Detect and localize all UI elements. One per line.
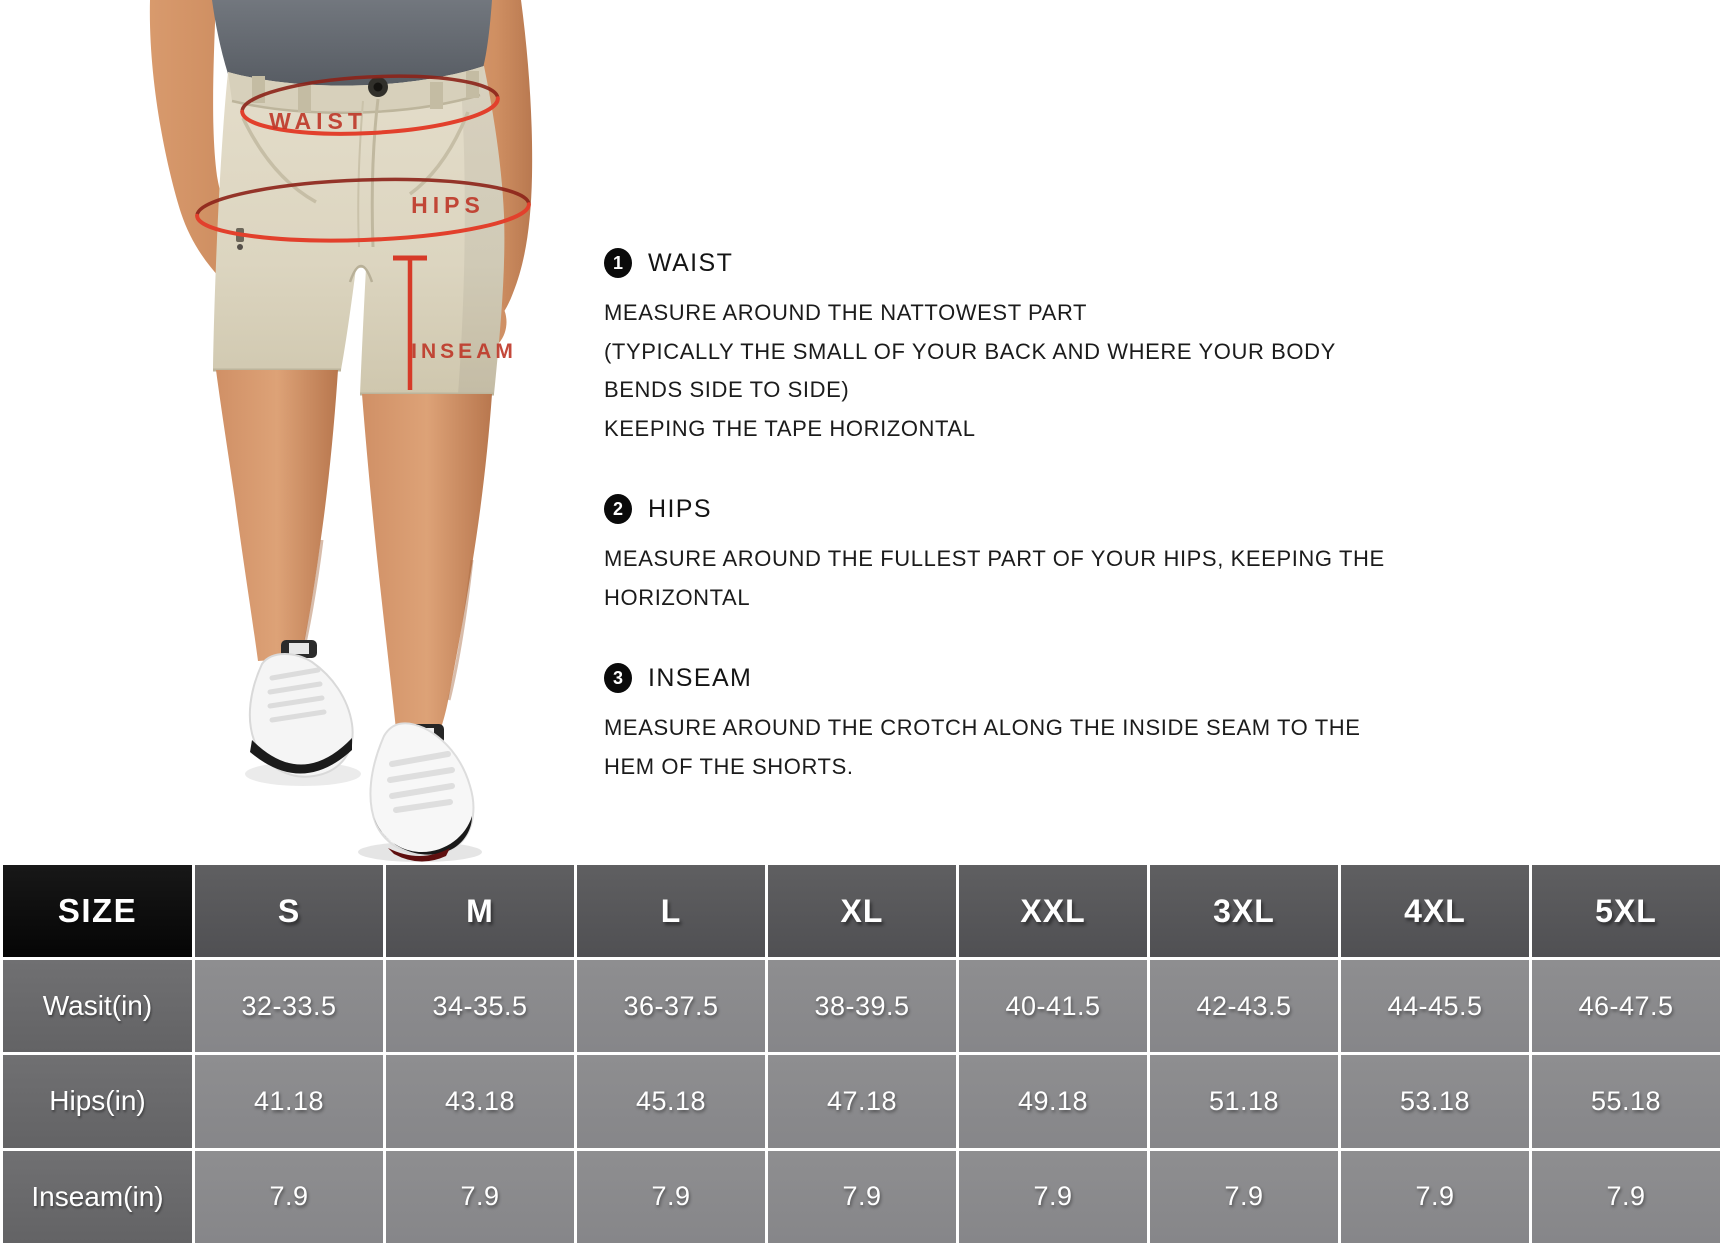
waist-value: 36-37.5 (577, 960, 765, 1053)
right-shoe-sole-red (388, 848, 450, 862)
right-pocket (408, 111, 470, 196)
belt-loop (430, 82, 443, 109)
inseam-value: 7.9 (959, 1150, 1147, 1243)
row-label-waist: Wasit(in) (3, 960, 192, 1053)
inseam-value: 7.9 (577, 1150, 765, 1243)
instruction-text: KEEPING THE TAPE HORIZONTAL (604, 415, 976, 441)
measuring-instructions: 1 WAIST MEASURE AROUND THE NATTOWEST PAR… (604, 248, 1394, 832)
inseam-value: 7.9 (1341, 1150, 1529, 1243)
instruction-text: MEASURE AROUND THE NATTOWEST PART (604, 300, 1088, 325)
instruction-title-hips: HIPS (648, 494, 712, 523)
fly-seam (370, 98, 380, 248)
hips-ellipse (195, 177, 531, 243)
table-header-4xl: 4XL (1341, 865, 1529, 957)
left-pocket (241, 117, 317, 204)
left-shoe-laces (267, 667, 327, 723)
waist-value: 46-47.5 (1532, 960, 1720, 1053)
inseam-value: 7.9 (1532, 1150, 1720, 1243)
step-2-badge: 2 (604, 494, 632, 524)
left-arm (149, 0, 277, 303)
instruction-text: HEM OF THE SHORTS. (604, 753, 854, 779)
waist-value: 34-35.5 (386, 960, 574, 1053)
inseam-annotation-label: INSEAM (411, 340, 517, 363)
row-label-inseam: Inseam(in) (3, 1150, 192, 1243)
left-shoe-label (289, 643, 309, 654)
inseam-value: 7.9 (1150, 1150, 1338, 1243)
instruction-title-waist: WAIST (648, 248, 734, 277)
inseam-value: 7.9 (768, 1150, 956, 1243)
hips-value: 45.18 (577, 1055, 765, 1148)
size-chart-table: SIZE S M L XL XXL 3XL 4XL 5XL Wasit(in) … (0, 862, 1723, 1246)
instruction-text: MEASURE AROUND THE CROTCH ALONG THE INSI… (604, 715, 1361, 740)
model-photo: WAIST HIPS INSEAM (149, 0, 533, 862)
step-1-badge: 1 (604, 248, 632, 278)
instruction-hips: 2 HIPS MEASURE AROUND THE FULLEST PART O… (604, 494, 1394, 617)
table-header-xxl: XXL (959, 865, 1147, 957)
left-leg (216, 370, 338, 661)
waist-annotation-label: WAIST (269, 108, 367, 134)
inseam-value: 7.9 (195, 1150, 383, 1243)
belt-loop (298, 85, 311, 112)
instruction-title-inseam: INSEAM (648, 663, 753, 692)
table-header-m: M (386, 865, 574, 957)
table-header-5xl: 5XL (1532, 865, 1720, 957)
waistband (228, 66, 484, 113)
instruction-waist: 1 WAIST MEASURE AROUND THE NATTOWEST PAR… (604, 248, 1394, 448)
table-header-size: SIZE (3, 865, 192, 957)
row-label-hips: Hips(in) (3, 1055, 192, 1148)
instruction-text: HORIZONTAL (604, 584, 751, 610)
shorts-side-shadow (458, 66, 505, 394)
waist-value: 42-43.5 (1150, 960, 1338, 1053)
hips-value: 43.18 (386, 1055, 574, 1148)
step-3-badge: 3 (604, 663, 632, 693)
fly-seam-2 (357, 100, 364, 248)
inseam-value: 7.9 (386, 1150, 574, 1243)
waist-button-center (373, 82, 383, 92)
instruction-text: (TYPICALLY THE SMALL OF YOUR BACK AND WH… (604, 338, 1336, 364)
right-leg (362, 394, 492, 731)
hips-value: 53.18 (1341, 1055, 1529, 1148)
table-header-l: L (577, 865, 765, 957)
table-header-3xl: 3XL (1150, 865, 1338, 957)
right-shoe-laces (387, 751, 455, 813)
hips-value: 47.18 (768, 1055, 956, 1148)
hips-value: 51.18 (1150, 1055, 1338, 1148)
table-header-xl: XL (768, 865, 956, 957)
waistband-seam (231, 93, 481, 114)
waist-ellipse (240, 74, 500, 136)
shirt (212, 0, 492, 87)
waist-value: 40-41.5 (959, 960, 1147, 1053)
waist-value: 38-39.5 (768, 960, 956, 1053)
waist-value: 44-45.5 (1341, 960, 1529, 1053)
instruction-text: MEASURE AROUND THE FULLEST PART OF YOUR … (604, 546, 1385, 571)
zipper-dot (237, 244, 243, 250)
instruction-text: BENDS SIDE TO SIDE) (604, 377, 850, 402)
table-header-s: S (195, 865, 383, 957)
crotch-seam (348, 264, 374, 283)
left-shoe-sole (250, 738, 352, 774)
waist-value: 32-33.5 (195, 960, 383, 1053)
hips-value: 41.18 (195, 1055, 383, 1148)
hips-value: 49.18 (959, 1055, 1147, 1148)
hips-annotation-label: HIPS (411, 192, 485, 218)
instruction-inseam: 3 INSEAM MEASURE AROUND THE CROTCH ALONG… (604, 663, 1394, 786)
hips-value: 55.18 (1532, 1055, 1720, 1148)
